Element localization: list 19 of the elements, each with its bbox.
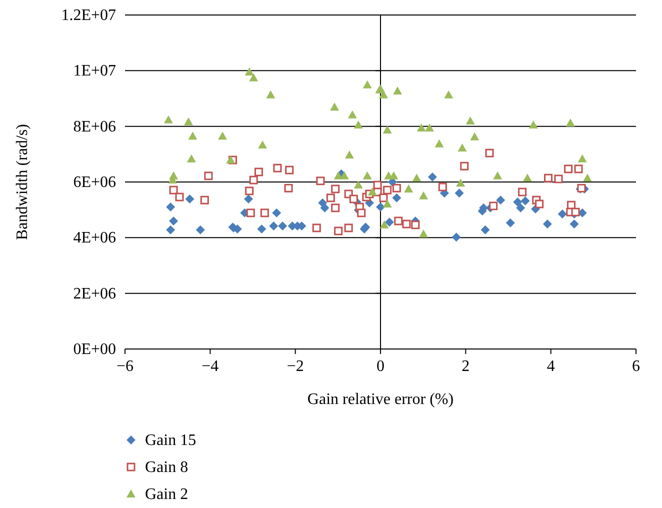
x-tick-label: 0 [376, 358, 384, 375]
x-axis-title: Gain relative error (%) [307, 391, 454, 408]
y-tick-label: 1.2E+07 [61, 7, 116, 24]
x-tick-label: −4 [202, 358, 219, 375]
x-tick-label: −6 [116, 358, 134, 375]
y-tick-label: 6E+06 [73, 174, 116, 191]
legend-label: Gain 8 [145, 459, 188, 476]
y-tick-label: 4E+06 [73, 230, 116, 247]
y-tick-label: 0E+00 [73, 341, 116, 358]
y-tick-label: 8E+06 [73, 118, 116, 136]
legend-label: Gain 2 [145, 486, 188, 503]
y-axis-title: Bandwidth (rad/s) [14, 124, 31, 240]
legend-label: Gain 15 [145, 432, 196, 449]
y-tick-label: 1E+07 [73, 62, 116, 80]
y-tick-label: 2E+06 [73, 285, 116, 302]
x-tick-label: 4 [546, 358, 555, 375]
x-tick-label: −2 [286, 358, 304, 375]
x-tick-label: 6 [632, 358, 640, 375]
x-tick-label: 2 [462, 358, 470, 375]
